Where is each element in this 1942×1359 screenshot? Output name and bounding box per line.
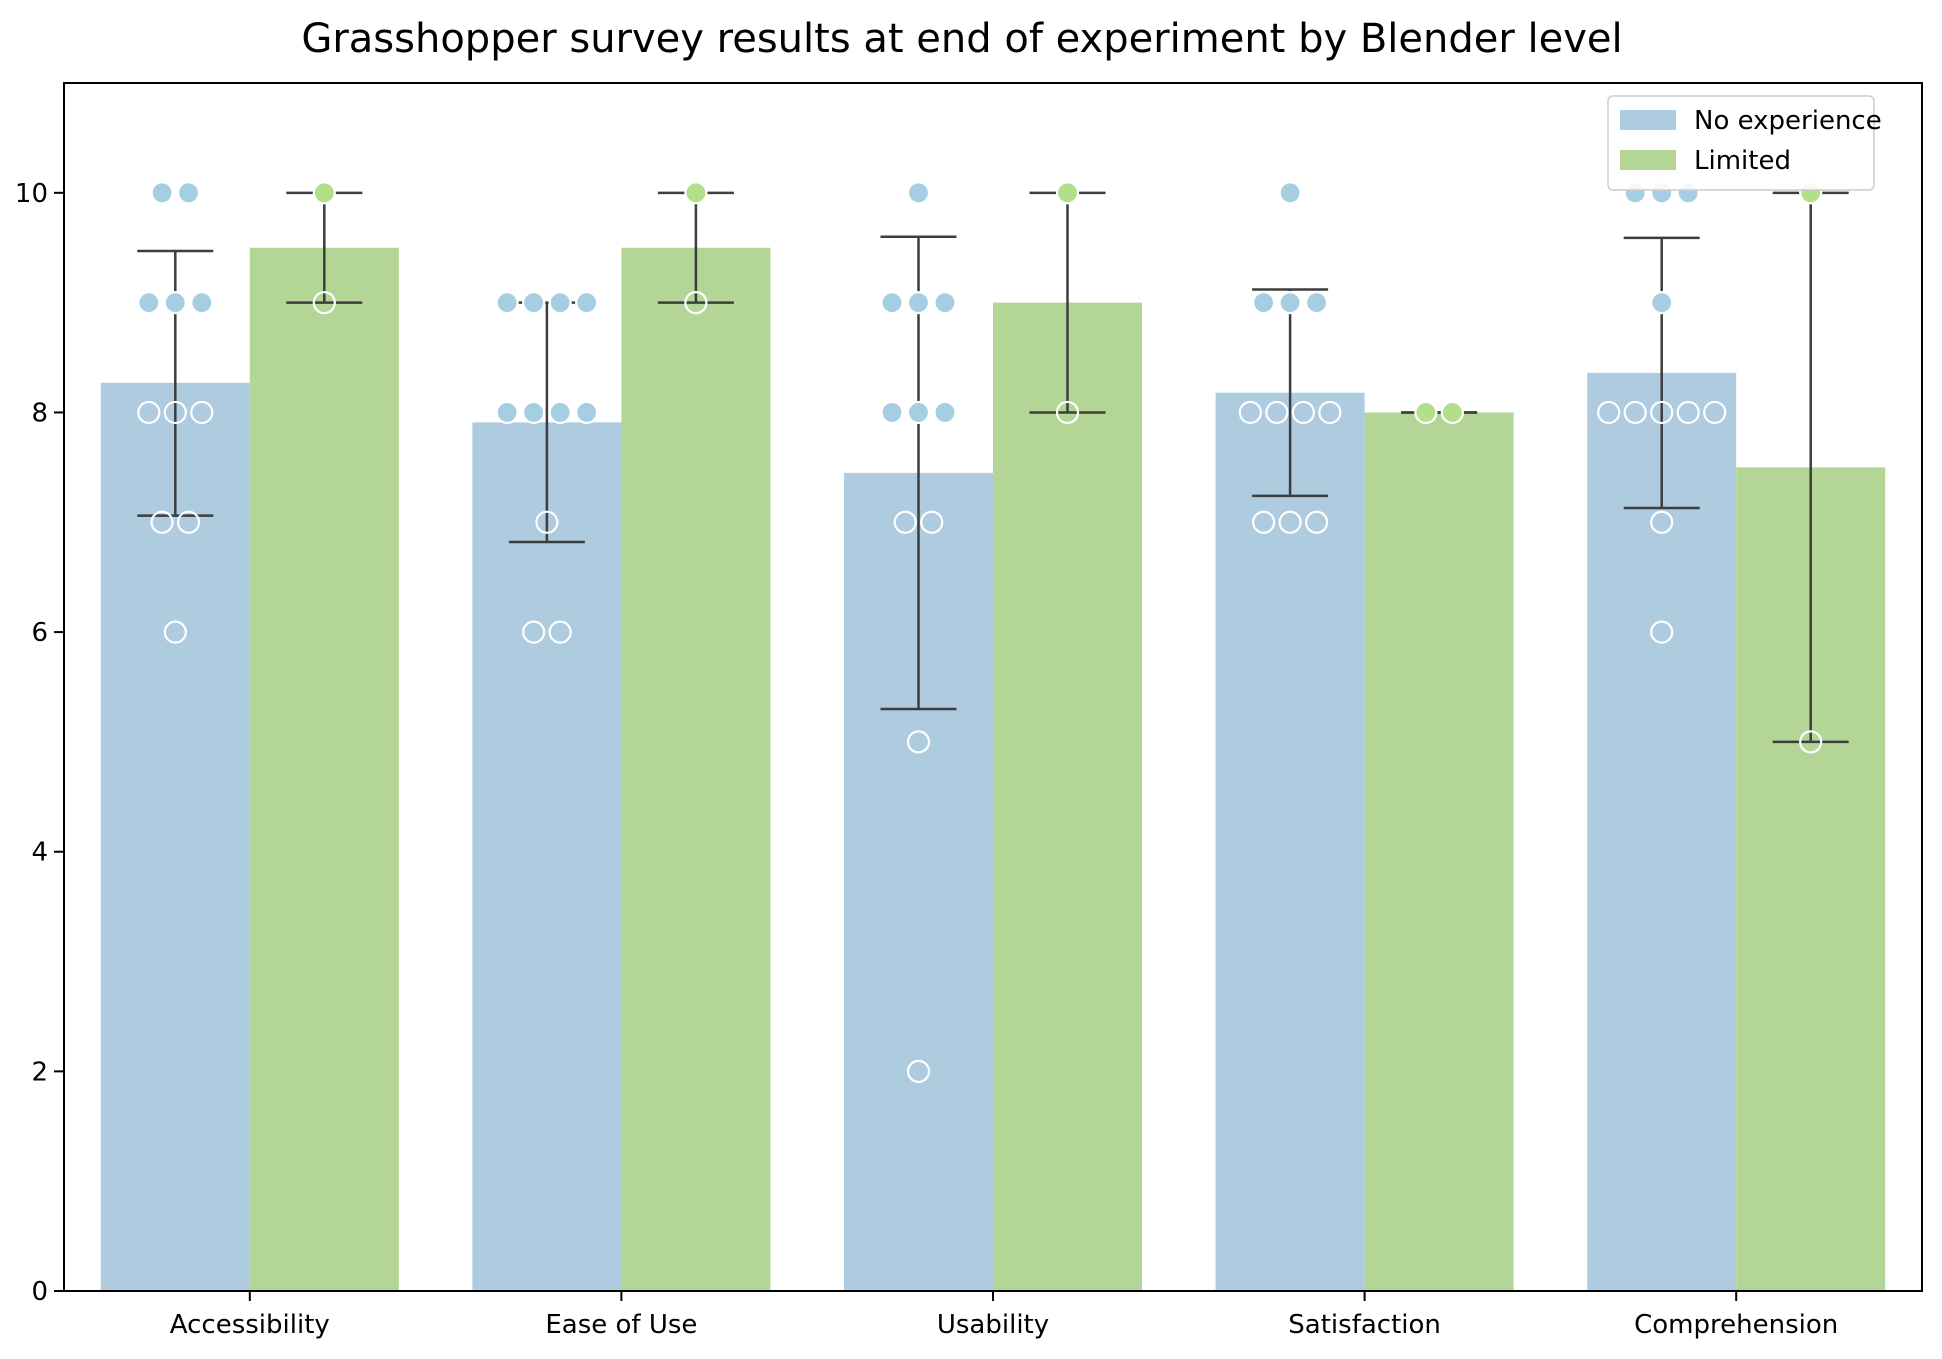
data-point-0-0-0 (150, 181, 174, 205)
data-point-0-3-7 (1318, 400, 1342, 425)
legend: No experience Limited (1607, 95, 1882, 191)
data-point-0-4-6 (1650, 400, 1674, 425)
data-point-0-1-6 (548, 400, 572, 425)
data-point-0-2-0 (906, 181, 931, 205)
data-point-0-4-7 (1676, 400, 1700, 425)
data-point-0-0-6 (163, 400, 187, 425)
bar-0-3 (1215, 392, 1365, 1292)
data-point-0-4-5 (1623, 400, 1647, 425)
data-point-0-3-5 (1265, 400, 1289, 425)
data-point-1-3-0 (1414, 400, 1438, 425)
legend-label-0: No experience (1694, 106, 1882, 136)
data-point-0-2-3 (933, 291, 957, 315)
data-point-0-0-5 (137, 400, 161, 425)
data-point-0-4-8 (1703, 400, 1727, 425)
data-point-0-1-8 (535, 510, 559, 534)
data-point-0-4-10 (1650, 620, 1674, 644)
data-point-1-1-0 (684, 181, 708, 205)
legend-swatch-1 (1620, 150, 1676, 170)
data-point-0-1-0 (495, 291, 519, 315)
data-point-0-2-5 (906, 400, 931, 425)
data-point-0-2-7 (893, 510, 917, 534)
x-tick-label-2: Usability (937, 1310, 1049, 1340)
bar-0-1 (472, 422, 622, 1291)
data-point-0-3-4 (1238, 400, 1262, 425)
data-point-0-3-1 (1251, 291, 1276, 315)
data-point-0-0-2 (137, 291, 161, 315)
data-point-0-4-3 (1650, 291, 1674, 315)
data-point-0-0-9 (176, 510, 201, 534)
data-point-0-0-4 (190, 291, 214, 315)
data-point-0-1-3 (575, 291, 599, 315)
data-point-0-0-1 (176, 181, 201, 205)
data-point-1-4-1 (1799, 730, 1823, 754)
data-point-0-3-9 (1278, 510, 1302, 534)
y-tick-label-1: 2 (31, 1057, 48, 1087)
data-point-0-4-9 (1650, 510, 1674, 534)
bar-1-1 (621, 247, 771, 1291)
bar-1-3 (1364, 412, 1514, 1291)
data-point-0-2-1 (880, 291, 904, 315)
data-points (137, 181, 1823, 1083)
data-point-0-2-6 (933, 400, 957, 425)
y-tick-label-3: 6 (31, 618, 48, 648)
data-point-0-3-6 (1291, 400, 1315, 425)
data-point-0-4-4 (1597, 400, 1621, 425)
x-tick-label-4: Comprehension (1634, 1310, 1838, 1340)
data-point-0-2-10 (906, 1059, 931, 1083)
data-point-1-1-1 (684, 291, 708, 315)
data-point-0-1-4 (495, 400, 519, 425)
y-tick-label-2: 4 (31, 838, 48, 868)
x-tick-label-1: Ease of Use (545, 1310, 697, 1340)
legend-swatch-0 (1620, 110, 1676, 130)
data-point-0-2-8 (920, 510, 944, 534)
data-point-0-2-9 (906, 730, 931, 754)
bar-0-4 (1587, 372, 1737, 1291)
data-point-1-3-1 (1440, 400, 1464, 425)
data-point-1-0-0 (312, 181, 336, 205)
data-point-0-2-2 (906, 291, 931, 315)
data-point-1-2-1 (1055, 400, 1080, 425)
data-point-0-3-0 (1278, 181, 1302, 205)
data-point-0-1-1 (522, 291, 546, 315)
chart-title: Grasshopper survey results at end of exp… (301, 16, 1622, 62)
data-point-0-3-2 (1278, 291, 1302, 315)
data-point-0-3-10 (1304, 510, 1329, 534)
bar-0-0 (100, 382, 250, 1291)
data-point-0-1-5 (522, 400, 546, 425)
bar-1-2 (993, 302, 1142, 1291)
data-point-0-0-7 (190, 400, 214, 425)
axis-ticks: 0 2 4 6 8 10 Accessibility Ease of Use Usability… (15, 179, 1838, 1340)
bars (100, 247, 1886, 1292)
data-point-0-3-3 (1304, 291, 1329, 315)
legend-label-1: Limited (1694, 146, 1791, 176)
y-tick-label-0: 0 (31, 1277, 48, 1307)
error-bars (137, 191, 1849, 744)
data-point-1-0-1 (312, 291, 336, 315)
x-tick-label-0: Accessibility (170, 1310, 330, 1340)
data-point-0-1-10 (548, 620, 572, 644)
data-point-0-1-2 (548, 291, 572, 315)
data-point-0-3-8 (1251, 510, 1276, 534)
data-point-0-0-8 (150, 510, 174, 534)
data-point-0-1-9 (522, 620, 546, 644)
data-point-0-2-4 (880, 400, 904, 425)
data-point-0-0-3 (163, 291, 187, 315)
x-tick-label-3: Satisfaction (1288, 1310, 1441, 1340)
data-point-0-0-10 (163, 620, 187, 644)
plot-area (100, 181, 1886, 1292)
data-point-0-1-7 (575, 400, 599, 425)
bar-1-0 (249, 247, 399, 1291)
y-tick-label-4: 8 (31, 398, 48, 428)
y-tick-label-5: 10 (15, 179, 48, 209)
data-point-1-2-0 (1055, 181, 1080, 205)
